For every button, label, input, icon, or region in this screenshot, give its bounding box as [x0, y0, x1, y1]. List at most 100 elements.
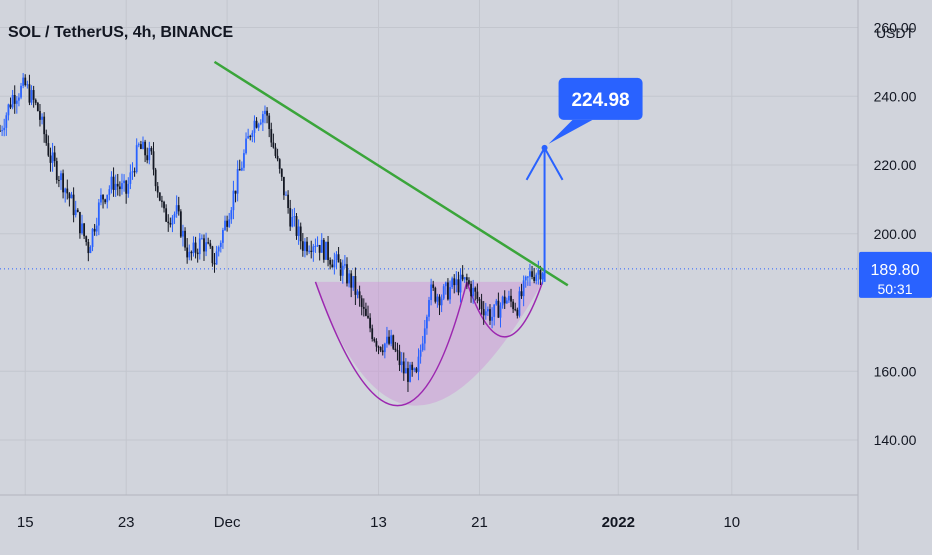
candle-body [539, 270, 542, 280]
candle-body [491, 316, 493, 321]
candle-body [316, 245, 319, 247]
candle-body [299, 226, 302, 242]
candle-body [150, 147, 153, 152]
candle-body [203, 238, 205, 252]
candle-body [529, 271, 531, 277]
candle-body [224, 220, 226, 231]
candle-body [402, 361, 405, 374]
candle-body [127, 183, 130, 194]
candle-body [455, 279, 458, 286]
candle-body [409, 364, 411, 382]
candle-body [268, 115, 271, 130]
resistance-trendline [213, 60, 569, 287]
candle-body [76, 209, 79, 213]
candle-body [276, 155, 279, 160]
candle-body [499, 305, 502, 318]
candle-body [135, 145, 138, 172]
candle-body [20, 85, 22, 98]
candle-body [217, 247, 220, 252]
candle-body [270, 129, 273, 143]
candle-body [394, 348, 397, 351]
candle-body [371, 328, 374, 339]
candle-body [169, 223, 172, 225]
candle-body [62, 173, 64, 193]
candle-body [200, 238, 203, 240]
candle-body [87, 242, 90, 254]
candle-body [524, 276, 527, 281]
candle-body [148, 147, 151, 161]
candle-body [215, 251, 218, 265]
candle-body [247, 136, 250, 139]
candle-body [413, 368, 416, 370]
candle-body [518, 291, 521, 316]
candle-body [341, 265, 344, 276]
candle-body [293, 216, 296, 218]
candle-body [331, 264, 334, 268]
candle-body [7, 104, 10, 116]
candle-body [463, 277, 466, 280]
price-tick-label: 220.00 [874, 157, 917, 173]
candle-body [354, 276, 357, 295]
candle-body [459, 274, 462, 293]
candle-body [228, 219, 231, 227]
candle-body [49, 155, 52, 163]
candle-body [346, 264, 348, 284]
candle-body [369, 317, 372, 329]
candle-body [177, 205, 180, 212]
candle-body [188, 251, 191, 258]
candle-body [1, 130, 4, 132]
candle-body [482, 309, 485, 316]
candle-body [360, 298, 363, 307]
candle-body [522, 280, 525, 297]
candle-body [106, 194, 109, 203]
candle-body [70, 194, 73, 199]
candles [0, 73, 544, 392]
candle-body [289, 208, 292, 227]
annotations: 224.98 [0, 60, 858, 287]
candle-body [255, 120, 258, 128]
candle-body [537, 270, 540, 275]
price-tick-label: 240.00 [874, 88, 917, 104]
candle-body [9, 104, 12, 108]
candle-body [18, 97, 20, 101]
candle-body [453, 278, 456, 286]
candle-body [118, 186, 121, 190]
price-tick-label: 140.00 [874, 432, 917, 448]
candle-body [503, 296, 506, 304]
candle-body [89, 246, 92, 254]
candle-body [57, 179, 60, 181]
candle-body [198, 238, 201, 255]
candle-body [352, 276, 355, 288]
candle-body [110, 176, 113, 190]
candle-body [388, 336, 390, 344]
candle-body [236, 169, 239, 194]
candle-body [526, 276, 529, 278]
candle-body [312, 246, 315, 253]
candle-body [337, 254, 340, 263]
candle-body [79, 212, 81, 234]
candle-body [51, 152, 54, 163]
candle-body [13, 95, 16, 104]
time-tick-label: 13 [370, 514, 387, 531]
last-price-label: 189.80 [871, 262, 920, 279]
candle-body [53, 152, 56, 162]
candle-body [278, 159, 281, 169]
candle-body [495, 300, 498, 305]
candle-body [348, 273, 350, 284]
candle-body [41, 116, 43, 120]
candle-body [142, 141, 144, 149]
candle-body [154, 169, 157, 187]
candle-body [322, 239, 325, 260]
candle-body [333, 259, 336, 268]
candle-body [396, 350, 399, 352]
candle-body [175, 205, 178, 214]
candle-body [60, 173, 62, 181]
candle-body [291, 217, 294, 227]
candle-body [156, 186, 159, 193]
candle-body [161, 200, 163, 202]
target-callout-pointer [548, 119, 593, 144]
candle-body [26, 84, 29, 86]
candle-body [261, 114, 264, 123]
candle-body [146, 155, 149, 161]
